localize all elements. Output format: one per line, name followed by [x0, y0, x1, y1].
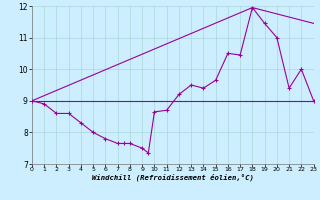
X-axis label: Windchill (Refroidissement éolien,°C): Windchill (Refroidissement éolien,°C) — [92, 174, 254, 181]
